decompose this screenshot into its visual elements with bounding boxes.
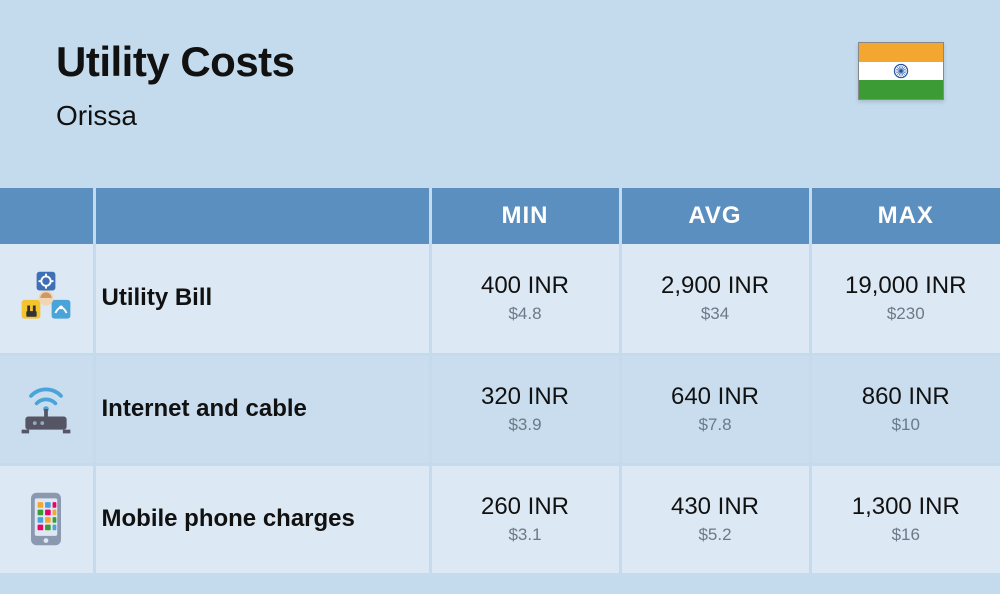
- utility-icon: [16, 268, 76, 328]
- cost-table: MIN AVG MAX: [0, 188, 1000, 576]
- max-cell: 1,300 INR $16: [810, 464, 1000, 574]
- column-header-min: MIN: [430, 188, 620, 244]
- avg-secondary: $7.8: [622, 415, 809, 435]
- column-header-avg: AVG: [620, 188, 810, 244]
- avg-secondary: $34: [622, 304, 809, 324]
- phone-icon: [16, 489, 76, 549]
- row-label: Internet and cable: [94, 354, 430, 464]
- max-secondary: $10: [812, 415, 1000, 435]
- min-primary: 260 INR: [432, 493, 619, 521]
- avg-primary: 640 INR: [622, 383, 809, 411]
- min-primary: 320 INR: [432, 383, 619, 411]
- row-icon-cell: [0, 464, 94, 574]
- row-icon-cell: [0, 244, 94, 354]
- avg-secondary: $5.2: [622, 525, 809, 545]
- max-secondary: $16: [812, 525, 1000, 545]
- flag-saffron-stripe: [859, 43, 943, 62]
- table-row: Internet and cable 320 INR $3.9 640 INR …: [0, 354, 1000, 464]
- avg-primary: 2,900 INR: [622, 272, 809, 300]
- router-icon: [16, 379, 76, 439]
- max-cell: 19,000 INR $230: [810, 244, 1000, 354]
- avg-cell: 430 INR $5.2: [620, 464, 810, 574]
- flag-green-stripe: [859, 80, 943, 99]
- min-cell: 260 INR $3.1: [430, 464, 620, 574]
- avg-primary: 430 INR: [622, 493, 809, 521]
- max-primary: 860 INR: [812, 383, 1000, 411]
- row-icon-cell: [0, 354, 94, 464]
- column-header-label: [94, 188, 430, 244]
- row-label: Utility Bill: [94, 244, 430, 354]
- max-primary: 19,000 INR: [812, 272, 1000, 300]
- min-secondary: $3.9: [432, 415, 619, 435]
- min-secondary: $3.1: [432, 525, 619, 545]
- ashoka-chakra-icon: [893, 63, 909, 79]
- flag-white-stripe: [859, 62, 943, 81]
- avg-cell: 2,900 INR $34: [620, 244, 810, 354]
- page-subtitle: Orissa: [56, 100, 295, 132]
- min-cell: 400 INR $4.8: [430, 244, 620, 354]
- min-cell: 320 INR $3.9: [430, 354, 620, 464]
- column-header-icon: [0, 188, 94, 244]
- max-primary: 1,300 INR: [812, 493, 1000, 521]
- max-secondary: $230: [812, 304, 1000, 324]
- column-header-max: MAX: [810, 188, 1000, 244]
- india-flag-icon: [858, 42, 944, 100]
- title-block: Utility Costs Orissa: [56, 38, 295, 132]
- avg-cell: 640 INR $7.8: [620, 354, 810, 464]
- table-row: Mobile phone charges 260 INR $3.1 430 IN…: [0, 464, 1000, 574]
- table-row: Utility Bill 400 INR $4.8 2,900 INR $34 …: [0, 244, 1000, 354]
- min-secondary: $4.8: [432, 304, 619, 324]
- min-primary: 400 INR: [432, 272, 619, 300]
- max-cell: 860 INR $10: [810, 354, 1000, 464]
- header: Utility Costs Orissa: [0, 0, 1000, 152]
- page: Utility Costs Orissa: [0, 0, 1000, 594]
- page-title: Utility Costs: [56, 38, 295, 86]
- row-label: Mobile phone charges: [94, 464, 430, 574]
- table-header-row: MIN AVG MAX: [0, 188, 1000, 244]
